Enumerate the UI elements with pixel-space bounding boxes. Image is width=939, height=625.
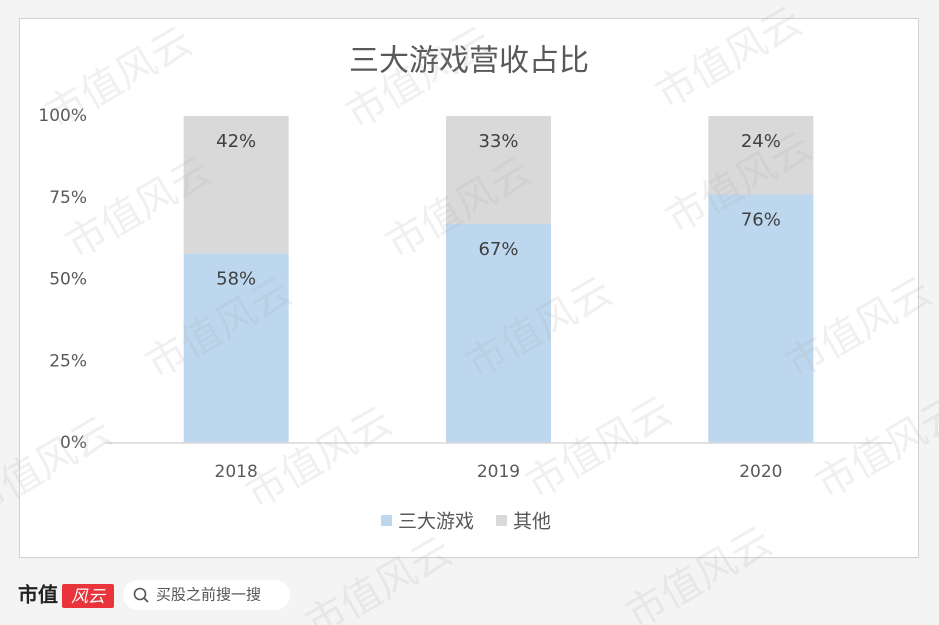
bar-segment [446,116,551,224]
legend-swatch [496,515,508,526]
bar-segment [183,116,289,254]
bar-segment [708,116,814,195]
footer: 市值 风云 买股之前搜一搜 [18,580,290,610]
data-label: 58% [216,268,256,289]
bar-segment [446,223,551,443]
brand-accent: 风云 [71,587,107,607]
y-tick-label: 100% [38,106,87,126]
bar-segment [708,194,814,443]
chart-title: 三大游戏营收占比 [349,44,589,79]
plot: 0% 25% 50% 75% 100% 58% 42% 2018 67% 33% 2019 76% 24… [38,106,892,533]
y-tick-label: 25% [49,351,87,371]
legend-label: 其他 [513,511,551,533]
y-tick-label: 0% [60,433,87,453]
search-icon-handle [143,597,149,603]
data-label: 67% [478,239,518,260]
data-label: 33% [478,131,518,152]
data-label: 42% [216,131,256,152]
bar-segment [183,253,289,443]
y-tick-label: 50% [49,270,87,290]
search-placeholder: 买股之前搜一搜 [156,586,261,604]
data-label: 24% [741,131,781,152]
y-tick-label: 75% [49,188,87,208]
search-box[interactable] [123,580,290,610]
legend-label: 三大游戏 [398,511,474,533]
brand: 市值 [18,583,58,607]
x-tick-label: 2019 [477,462,520,482]
data-label: 76% [741,209,781,230]
legend-swatch [381,515,392,526]
x-tick-label: 2018 [215,462,258,482]
brand-badge [62,584,114,608]
search-icon [133,587,147,601]
x-tick-label: 2020 [739,462,782,482]
